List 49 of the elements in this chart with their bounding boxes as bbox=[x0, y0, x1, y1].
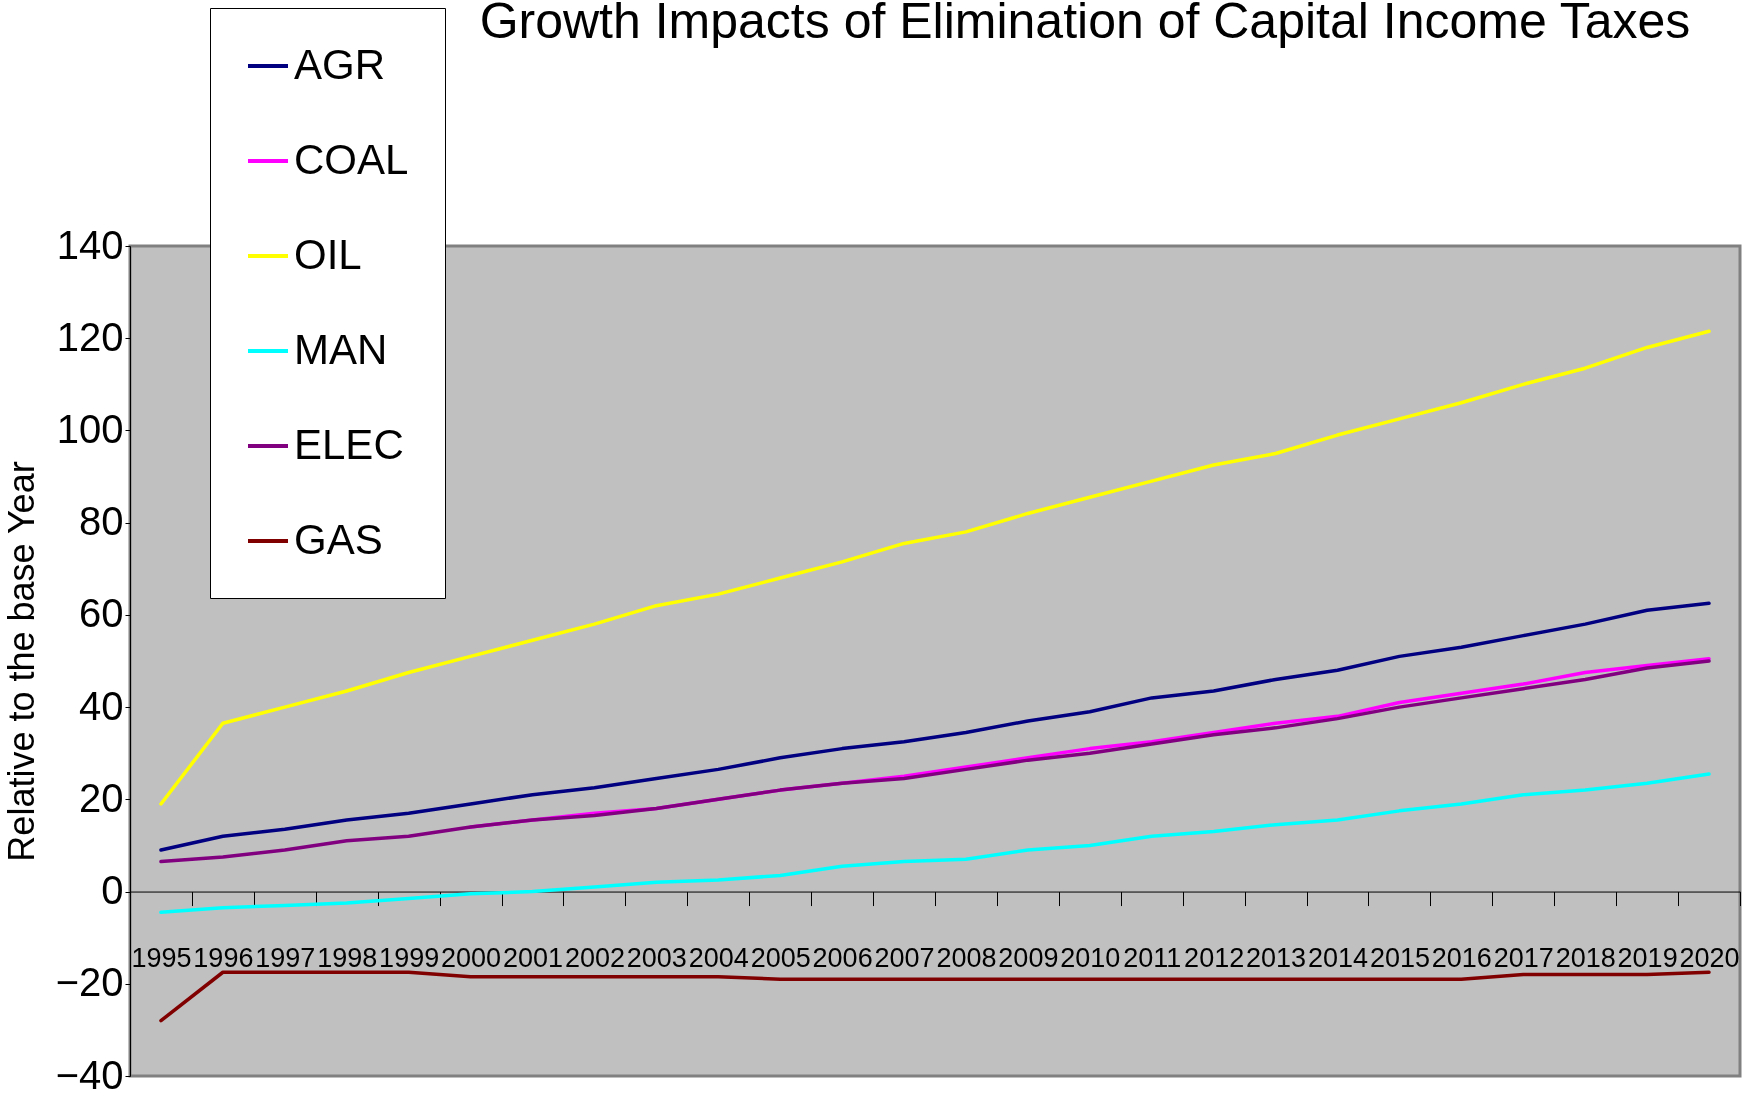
line-series bbox=[159, 970, 1711, 1023]
y-tick-label: 140 bbox=[56, 222, 124, 267]
y-tick-label: 120 bbox=[56, 314, 124, 359]
legend-label: MAN bbox=[294, 326, 388, 373]
y-tick-label: 0 bbox=[101, 868, 124, 913]
legend-label: ELEC bbox=[294, 421, 404, 468]
x-tick-label: 2001 bbox=[502, 943, 564, 974]
y-tick-label: −40 bbox=[55, 1052, 124, 1097]
x-tick-label: 2018 bbox=[1555, 943, 1616, 974]
x-tick-label: 2008 bbox=[936, 943, 997, 974]
x-tick-label: 2006 bbox=[812, 943, 873, 974]
line-series bbox=[159, 601, 1711, 852]
x-tick-label: 2017 bbox=[1493, 943, 1554, 974]
y-tick-label: 80 bbox=[79, 499, 124, 544]
x-tick-label: 2007 bbox=[874, 943, 935, 974]
line-series bbox=[159, 329, 1711, 806]
x-tick-label: 2004 bbox=[688, 943, 749, 974]
y-tick-label: 20 bbox=[79, 775, 124, 820]
legend-label: GAS bbox=[294, 516, 383, 563]
x-tick-label: 2019 bbox=[1617, 943, 1678, 974]
x-tick-label: 2011 bbox=[1123, 943, 1182, 974]
x-tick-label: 2013 bbox=[1246, 943, 1307, 974]
x-tick-label: 1995 bbox=[131, 943, 192, 974]
x-tick-label: 2012 bbox=[1184, 943, 1245, 974]
x-tick-label: 1996 bbox=[193, 943, 254, 974]
x-tick-label: 2016 bbox=[1431, 943, 1492, 974]
x-tick-label: 2000 bbox=[441, 943, 502, 974]
y-tick-label: 60 bbox=[79, 591, 124, 636]
y-tick-label: 40 bbox=[79, 683, 124, 728]
x-tick-label: 2015 bbox=[1369, 943, 1430, 974]
x-tick-label: 2002 bbox=[564, 943, 625, 974]
x-tick-label: 1999 bbox=[379, 943, 440, 974]
legend-label: COAL bbox=[294, 136, 409, 183]
x-tick-label: 2020 bbox=[1679, 943, 1740, 974]
line-series bbox=[159, 772, 1711, 915]
legend-label: OIL bbox=[294, 231, 362, 278]
chart-title: Growth Impacts of Elimination of Capital Income Taxes bbox=[479, 0, 1691, 49]
x-tick-label: 2014 bbox=[1307, 943, 1369, 974]
x-tick-label: 2010 bbox=[1060, 943, 1121, 974]
x-tick-label: 2009 bbox=[998, 943, 1059, 974]
y-tick-label: −20 bbox=[55, 960, 124, 1005]
x-tick-label: 2003 bbox=[626, 943, 687, 974]
x-tick-label: 1997 bbox=[255, 943, 316, 974]
y-tick-label: 100 bbox=[56, 406, 124, 451]
line-series bbox=[159, 659, 1711, 864]
legend-label: AGR bbox=[294, 41, 386, 88]
x-tick-label: 2005 bbox=[750, 943, 811, 974]
y-axis-title: Relative to the base Year bbox=[0, 461, 42, 862]
x-tick-label: 1998 bbox=[317, 943, 378, 974]
